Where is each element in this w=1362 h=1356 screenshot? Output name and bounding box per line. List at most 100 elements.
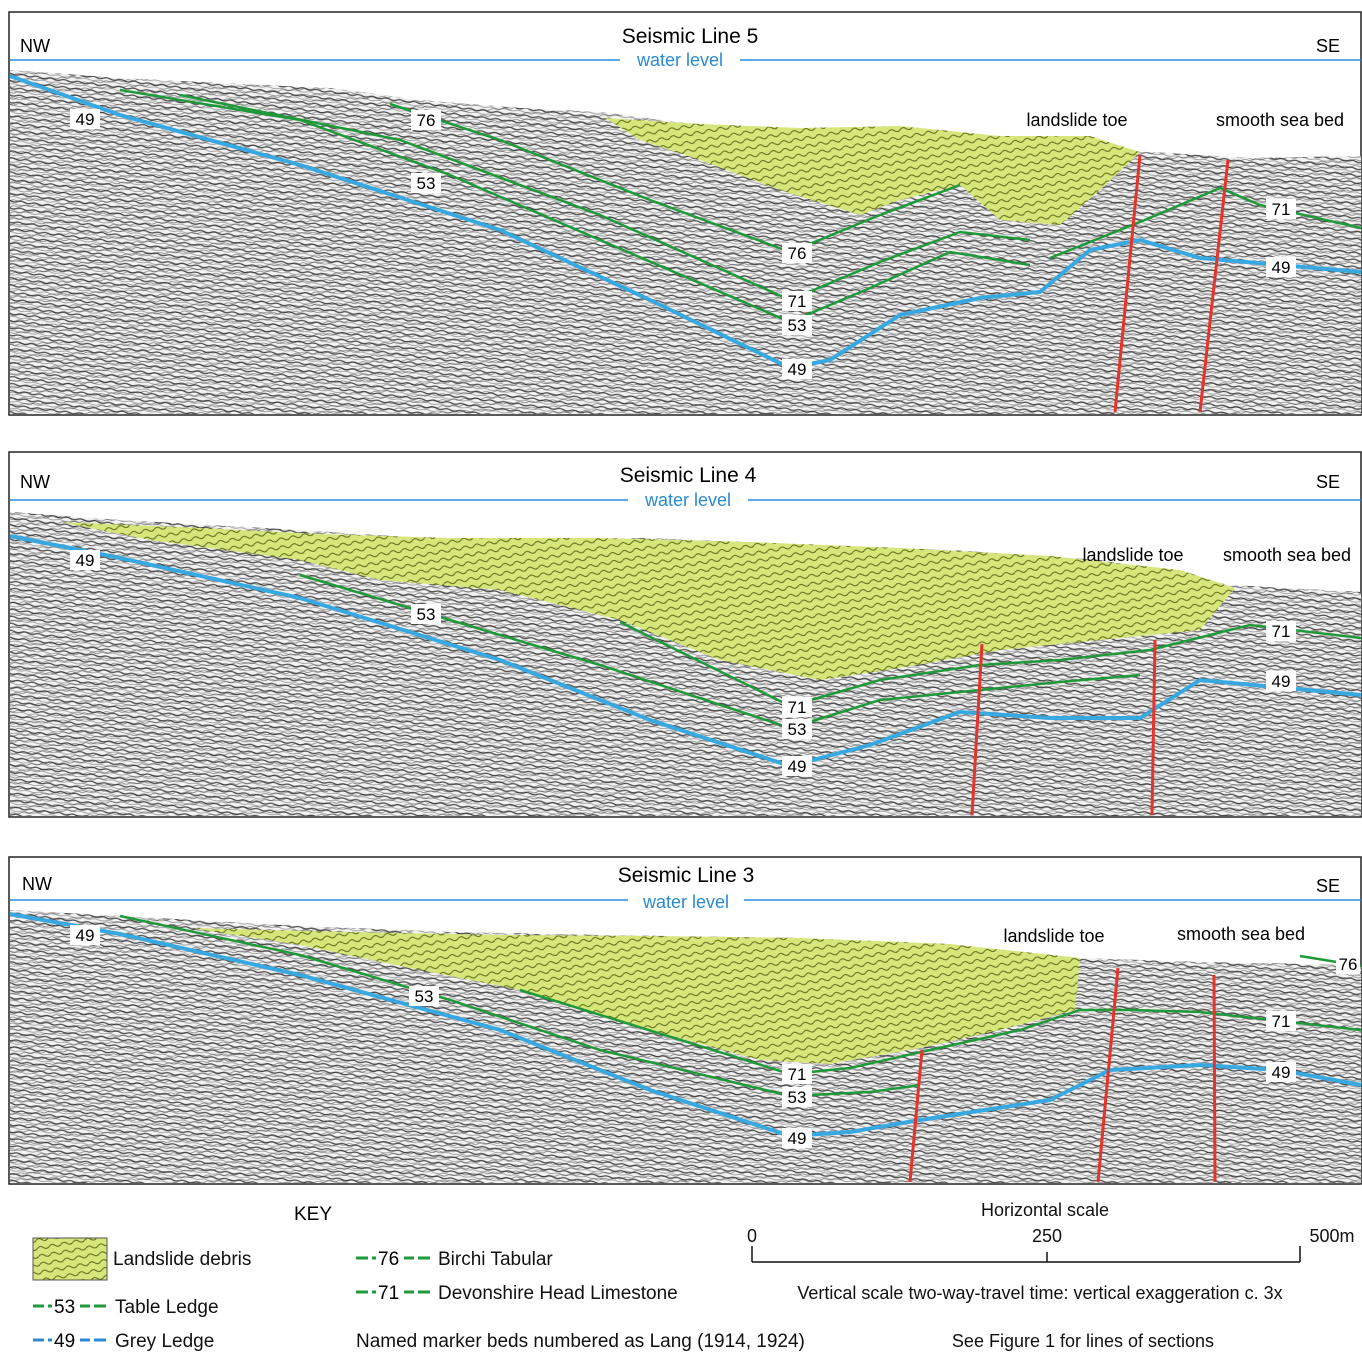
direction-left: NW	[20, 36, 50, 56]
svg-text:71: 71	[1272, 200, 1291, 219]
scale-title: Horizontal scale	[981, 1200, 1109, 1220]
bed-label: 49	[70, 550, 100, 570]
svg-text:49: 49	[1272, 258, 1291, 277]
water-label-bg	[620, 50, 740, 70]
svg-text:49: 49	[76, 110, 95, 129]
bed-label: 71	[1266, 621, 1296, 641]
bed-label: 49	[1266, 257, 1296, 277]
horizontal-scale: Horizontal scale 0 250 500m Vertical sca…	[747, 1200, 1355, 1351]
fault-line	[1113, 154, 1142, 413]
svg-text:49: 49	[76, 551, 95, 570]
svg-text:49: 49	[1272, 672, 1291, 691]
smooth-sea-bed-label: smooth sea bed	[1223, 545, 1351, 565]
bed-label: 76	[782, 243, 812, 263]
svg-text:76: 76	[378, 1249, 399, 1270]
table-ledge-horizon	[119, 88, 1031, 324]
direction-left: NW	[22, 874, 52, 894]
water-level-label: water level	[642, 892, 729, 912]
bed-label: 53	[411, 173, 441, 193]
direction-right: SE	[1316, 876, 1340, 896]
key-item-devonshire-head: 71 Devonshire Head Limestone	[356, 1283, 678, 1304]
bed-label: 49	[70, 925, 100, 945]
bed-label: 53	[782, 1087, 812, 1107]
landslide-debris-zone	[605, 118, 1140, 225]
svg-text:Grey Ledge: Grey Ledge	[115, 1331, 214, 1351]
svg-text:49: 49	[788, 360, 807, 379]
panel-title: Seismic Line 3	[618, 864, 755, 887]
svg-text:71: 71	[788, 292, 807, 311]
key-debris-label: Landslide debris	[113, 1249, 251, 1270]
landslide-debris-swatch	[32, 1237, 108, 1281]
svg-text:53: 53	[415, 987, 434, 1006]
svg-text:Devonshire Head Limestone: Devonshire Head Limestone	[438, 1283, 678, 1304]
key-legend: KEY Landslide debris 53 Table Ledge 49 G…	[32, 1204, 805, 1352]
svg-text:53: 53	[417, 605, 436, 624]
landslide-toe-label: landslide toe	[1003, 926, 1104, 946]
svg-text:49: 49	[1272, 1063, 1291, 1082]
svg-text:71: 71	[378, 1283, 399, 1304]
key-title: KEY	[294, 1204, 332, 1225]
svg-text:71: 71	[1272, 1012, 1291, 1031]
panel-line-4: Seismic Line 4 NW SE water level landsli…	[8, 451, 1362, 818]
bed-label: 71	[782, 1064, 812, 1084]
bed-label: 49	[782, 756, 812, 776]
named-markers-note: Named marker beds numbered as Lang (1914…	[356, 1331, 805, 1351]
water-label-bg	[628, 490, 748, 510]
see-figure-note: See Figure 1 for lines of sections	[952, 1331, 1214, 1351]
smooth-sea-bed-label: smooth sea bed	[1177, 924, 1305, 944]
scale-tick-label: 500m	[1309, 1226, 1354, 1246]
direction-right: SE	[1316, 472, 1340, 492]
water-label-bg	[628, 892, 744, 912]
svg-text:53: 53	[788, 1088, 807, 1107]
smooth-sea-bed-label: smooth sea bed	[1216, 110, 1344, 130]
panel-line-5: Seismic Line 5 NW SE water level landsli…	[8, 11, 1362, 416]
landslide-toe-label: landslide toe	[1026, 110, 1127, 130]
direction-right: SE	[1316, 36, 1340, 56]
panel-line-3: Seismic Line 3 NW SE water level landsli…	[8, 856, 1362, 1185]
table-ledge-horizon	[119, 914, 921, 1098]
vertical-scale-note: Vertical scale two-way-travel time: vert…	[797, 1283, 1282, 1303]
bed-label: 49	[1266, 671, 1296, 691]
scale-tick-label: 250	[1032, 1226, 1062, 1246]
direction-left: NW	[20, 472, 50, 492]
landslide-toe-label: landslide toe	[1082, 545, 1183, 565]
fault-line	[1096, 967, 1120, 1183]
water-level-label: water level	[644, 490, 731, 510]
grey-ledge-horizon	[9, 534, 1362, 769]
fault-line	[1198, 159, 1230, 413]
bed-label: 76	[1336, 954, 1360, 974]
svg-text:Table Ledge: Table Ledge	[115, 1297, 219, 1318]
bed-label: 49	[70, 109, 100, 129]
svg-text:71: 71	[788, 698, 807, 717]
svg-text:49: 49	[54, 1331, 75, 1351]
fault-line	[1212, 974, 1217, 1183]
grey-ledge-horizon	[9, 912, 1362, 1139]
svg-text:49: 49	[788, 757, 807, 776]
fault-line	[970, 643, 984, 816]
bed-label: 76	[411, 110, 441, 130]
bed-label: 71	[1266, 199, 1296, 219]
svg-text:53: 53	[54, 1297, 75, 1318]
bed-label: 49	[782, 359, 812, 379]
bed-label: 71	[1266, 1011, 1296, 1031]
panel-title: Seismic Line 5	[622, 25, 759, 48]
scale-tick-label: 0	[747, 1226, 757, 1246]
key-item-table-ledge: 53 Table Ledge	[33, 1297, 219, 1318]
table-ledge-horizon	[299, 573, 1141, 730]
key-item-grey-ledge: 49 Grey Ledge	[33, 1331, 214, 1352]
birchi-tabular-horizon	[389, 102, 961, 254]
svg-text:Birchi Tabular: Birchi Tabular	[438, 1249, 553, 1270]
fault-line	[908, 1049, 924, 1183]
key-item-birchi-tabular: 76 Birchi Tabular	[356, 1249, 553, 1270]
svg-text:53: 53	[788, 720, 807, 739]
bed-label: 49	[1266, 1062, 1296, 1082]
svg-text:71: 71	[1272, 622, 1291, 641]
landslide-debris-zone	[60, 522, 1235, 680]
svg-text:76: 76	[417, 111, 436, 130]
water-level-label: water level	[636, 50, 723, 70]
svg-text:71: 71	[788, 1065, 807, 1084]
bed-label: 71	[782, 697, 812, 717]
svg-text:49: 49	[788, 1129, 807, 1148]
bed-label: 71	[782, 291, 812, 311]
bed-label: 53	[782, 719, 812, 739]
